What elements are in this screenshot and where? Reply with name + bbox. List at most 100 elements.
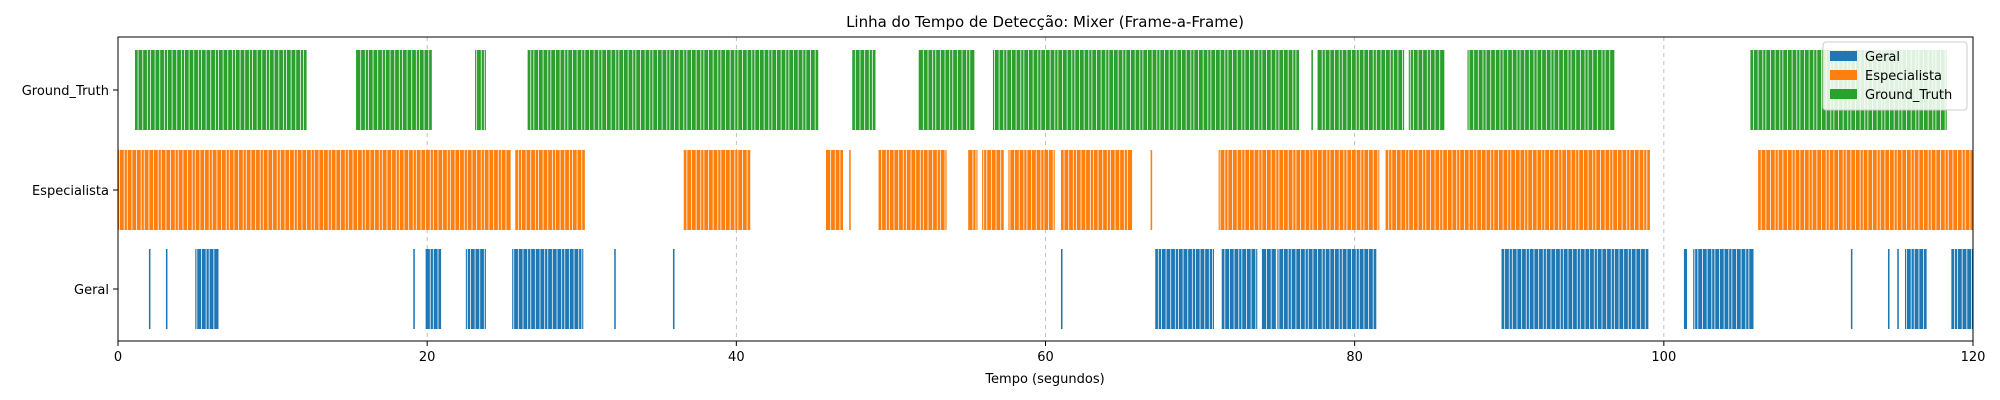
event-span-0-12 — [1261, 249, 1276, 329]
frame-gaps-0-5 — [466, 249, 485, 329]
frame-gaps-1-12 — [1388, 150, 1648, 230]
frame-gaps-0-21 — [1954, 249, 1972, 329]
x-tick-label-0: 0 — [114, 350, 122, 365]
event-span-2-0 — [135, 50, 307, 130]
frame-gaps-1-3 — [830, 150, 841, 230]
x-tick-label-2: 40 — [728, 350, 745, 365]
x-tick-label-3: 60 — [1037, 350, 1054, 365]
frame-gaps-0-10 — [1157, 249, 1213, 329]
frame-gaps-2-2 — [476, 50, 485, 130]
event-span-2-6 — [992, 50, 1300, 130]
event-span-2-7 — [1311, 50, 1313, 130]
frame-gaps-0-16 — [1694, 249, 1750, 329]
event-span-0-15 — [1683, 249, 1688, 329]
y-tick-label-1: Especialista — [32, 184, 109, 199]
frame-gaps-0-11 — [1224, 249, 1257, 329]
x-tick-label-5: 100 — [1651, 350, 1676, 365]
frame-gaps-1-2 — [686, 150, 748, 230]
frame-gaps-0-14 — [1504, 249, 1646, 329]
frame-gaps-1-5 — [881, 150, 946, 230]
event-span-0-7 — [614, 249, 616, 329]
frame-gaps-1-1 — [517, 150, 583, 230]
event-span-1-5 — [878, 150, 947, 230]
event-span-0-0 — [148, 249, 151, 329]
x-tick-label-1: 20 — [419, 350, 436, 365]
event-span-0-19 — [1897, 249, 1899, 329]
event-span-0-10 — [1155, 249, 1214, 329]
frame-gaps-2-9 — [1409, 50, 1441, 130]
event-span-1-4 — [849, 150, 851, 230]
frame-gaps-2-6 — [994, 50, 1297, 130]
series-geral — [148, 249, 1973, 329]
legend-label-0: Geral — [1865, 50, 1900, 65]
event-span-2-2 — [475, 50, 486, 130]
event-span-0-14 — [1501, 249, 1649, 329]
event-span-2-10 — [1467, 50, 1615, 130]
event-span-1-10 — [1150, 150, 1153, 230]
legend: Geral Especialista Ground_Truth — [1822, 41, 1968, 111]
legend-label-1: Especialista — [1865, 69, 1942, 84]
legend-label-2: Ground_Truth — [1865, 88, 1952, 103]
frame-gaps-2-3 — [530, 50, 816, 130]
legend-swatch-1 — [1830, 70, 1857, 80]
event-span-0-20 — [1904, 249, 1927, 329]
series-ground-truth — [135, 50, 1947, 130]
event-span-2-9 — [1408, 50, 1445, 130]
frame-gaps-2-10 — [1468, 50, 1611, 130]
frame-gaps-1-11 — [1219, 150, 1379, 230]
series-especialista — [118, 150, 1973, 230]
x-tick-label-6: 120 — [1961, 350, 1986, 365]
event-span-1-7 — [982, 150, 1004, 230]
event-span-2-8 — [1317, 50, 1405, 130]
frame-gaps-0-6 — [513, 249, 583, 329]
y-tick-label-2: Ground_Truth — [22, 84, 109, 99]
event-span-0-1 — [165, 249, 168, 329]
frame-gaps-2-0 — [137, 50, 304, 130]
event-span-2-1 — [356, 50, 432, 130]
event-span-2-3 — [527, 50, 819, 130]
event-span-0-9 — [1060, 249, 1063, 329]
event-span-0-8 — [672, 249, 675, 329]
event-span-0-13 — [1277, 249, 1377, 329]
y-axis-ticks: Geral Especialista Ground_Truth — [22, 84, 118, 298]
frame-gaps-1-13 — [1760, 150, 1971, 230]
frame-gaps-1-7 — [983, 150, 1002, 230]
frame-gaps-1-8 — [1009, 150, 1054, 230]
event-span-0-18 — [1887, 249, 1890, 329]
frame-gaps-2-8 — [1321, 50, 1404, 130]
frame-gaps-0-13 — [1278, 249, 1374, 329]
event-span-0-17 — [1850, 249, 1853, 329]
event-span-0-2 — [195, 249, 219, 329]
frame-gaps-0-12 — [1266, 249, 1272, 329]
frame-gaps-2-5 — [922, 50, 971, 130]
event-span-1-9 — [1060, 150, 1133, 230]
frame-gaps-1-6 — [972, 150, 977, 230]
event-span-1-11 — [1218, 150, 1380, 230]
frame-gaps-1-9 — [1063, 150, 1128, 230]
frame-gaps-2-4 — [854, 50, 873, 130]
event-span-0-3 — [413, 249, 415, 329]
frame-gaps-2-1 — [360, 50, 430, 130]
x-axis-ticks: 0 20 40 60 80 100 120 — [114, 341, 1986, 365]
x-axis-label: Tempo (segundos) — [984, 372, 1104, 387]
event-span-1-12 — [1385, 150, 1650, 230]
legend-swatch-0 — [1830, 51, 1857, 61]
event-span-0-5 — [465, 249, 486, 329]
event-span-1-13 — [1758, 150, 1973, 230]
event-span-0-16 — [1693, 249, 1754, 329]
event-span-1-2 — [683, 150, 751, 230]
event-span-0-11 — [1221, 249, 1258, 329]
legend-swatch-2 — [1830, 89, 1857, 99]
chart-title: Linha do Tempo de Detecção: Mixer (Frame… — [846, 13, 1244, 31]
frame-gaps-0-20 — [1906, 249, 1924, 329]
event-span-2-5 — [918, 50, 975, 130]
legend-box — [1822, 41, 1968, 111]
x-tick-label-4: 80 — [1346, 350, 1363, 365]
frame-gaps-1-0 — [119, 150, 507, 230]
y-tick-label-0: Geral — [74, 283, 109, 298]
frame-gaps-0-4 — [429, 249, 439, 329]
event-span-1-1 — [515, 150, 585, 230]
event-span-1-3 — [825, 150, 843, 230]
plot-marks — [118, 50, 1973, 329]
